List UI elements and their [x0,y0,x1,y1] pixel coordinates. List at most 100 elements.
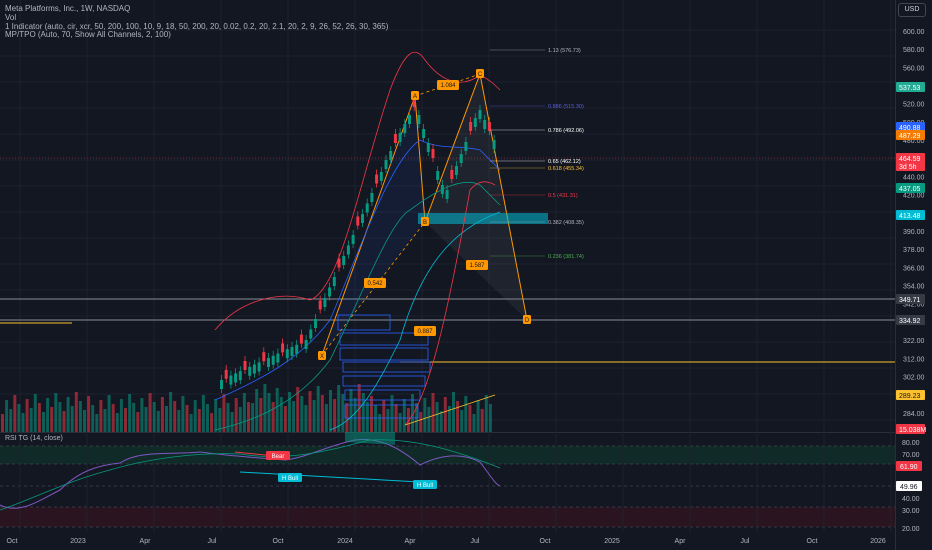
volume-bar [111,404,115,432]
volume-bar [329,390,332,432]
divergence-label: H Bull [417,483,433,489]
candle-body [323,298,327,307]
candle-body [271,355,275,365]
volume-bar [357,384,361,432]
rsi-axis-label: 20.00 [902,526,920,533]
price-badge-label: 289.23 [899,393,921,400]
price-badge [896,424,925,434]
ratio-label: 0.887 [417,329,433,335]
candle-body [248,366,252,376]
rsi-legend[interactable]: RSI TG (14, close) [5,435,63,442]
volume-bar [66,397,70,432]
volume-bar [13,395,17,432]
trend-line [404,394,496,426]
candle-body [375,174,379,184]
candle-body [492,140,496,149]
price-badge [896,153,925,163]
ratio-label: 0.542 [367,281,383,287]
volume-bar [419,412,423,432]
price-axis-label: 580.00 [903,47,925,54]
candle-body [309,329,313,339]
volume-bar [165,406,168,432]
volume-bar [103,409,107,432]
candle-body [445,190,449,199]
volume-legend[interactable]: Vol [5,13,17,22]
candle-body [365,203,369,213]
volume-bar [21,413,25,432]
ratio-marker [437,80,459,90]
candle-body [257,362,261,372]
candle-body [478,110,482,119]
candle-body [234,373,238,383]
volume-bar [99,400,103,432]
volume-bar [29,408,33,432]
price-axis-label: 366.00 [903,265,925,272]
indicator-legend[interactable]: 1 Indicator (auto, cir, xcr, 50, 200, 10… [5,22,389,31]
volume-bar [456,401,460,432]
volume-bar [333,399,337,432]
fib-label: 0.382 (408.35) [548,220,584,226]
ratio-label: 1.084 [440,83,456,89]
volume-bar [312,400,316,432]
pattern-point-label: X [320,354,324,360]
volume-bar [480,409,484,432]
volume-bar [124,408,127,432]
price-badge [896,82,925,92]
time-axis-label: Jul [207,538,217,545]
volume-bar [222,394,226,432]
currency-button[interactable]: USD [898,3,926,17]
rsi-badge [896,461,922,471]
candle-body [393,134,397,143]
price-axis-label: 560.00 [903,65,925,72]
candle-body [473,118,477,127]
volume-bar [386,409,390,432]
volume-bar [378,414,382,432]
symbol-title[interactable]: Meta Platforms, Inc., 1W, NASDAQ [5,4,131,13]
price-axis-border [895,0,896,550]
candle-body [469,122,473,131]
candle-body [337,258,341,268]
price-axis-label: 420.00 [903,193,925,200]
ratio-marker [414,326,436,336]
volume-bar [435,402,439,432]
price-axis-label: 520.00 [903,102,925,109]
candle-body [361,214,364,223]
volume-bar [156,411,160,432]
volume-bar [54,393,58,432]
price-axis-label: 600.00 [903,29,925,36]
volume-bar [238,407,242,432]
candle-body [422,129,426,138]
time-axis-label: Oct [6,538,18,545]
divergence-line [239,471,421,483]
volume-bar [50,407,54,432]
volume-bar [341,394,345,432]
volume-bar [95,414,99,432]
volume-profile-box [344,404,419,419]
volume-bar [70,406,74,432]
mp-tpo-legend[interactable]: MP/TPO (Auto, 70, Show All Channels, 2, … [5,30,171,39]
volume-bar [148,393,152,432]
volume-bar [443,397,447,432]
time-axis-label: 2024 [337,538,353,545]
candle-body [262,352,266,362]
price-axis-label: 302.00 [903,374,925,381]
volume-bar [62,411,66,432]
price-badge [896,122,925,132]
volume-bar [427,407,431,432]
volume-bar [37,403,41,432]
candle-body [252,364,256,374]
candle-body [426,143,430,152]
rsi-badge [896,481,922,491]
time-axis-label: 2026 [870,538,886,545]
candle-body [342,256,346,265]
volume-bar [402,399,406,432]
candle-body [450,170,454,179]
volume-bar [173,401,177,432]
pattern-diagonal [321,221,426,356]
volume-bar [177,410,181,432]
volume-profile-box [344,389,421,401]
time-axis-label: Apr [404,538,416,545]
volume-bar [152,402,156,432]
volume-bar [87,396,91,432]
